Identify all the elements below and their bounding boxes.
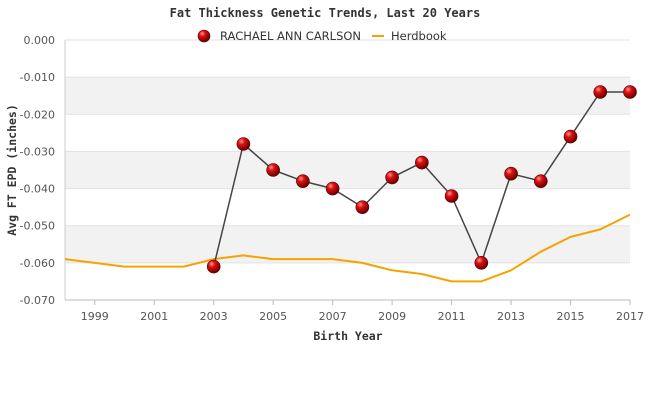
y-tick-label: -0.020 <box>20 108 55 121</box>
grid-bands <box>65 77 630 263</box>
legend-item-herdbook[interactable]: Herdbook <box>372 29 447 43</box>
data-point-2017[interactable] <box>623 85 637 99</box>
y-tick-label: -0.070 <box>20 294 55 307</box>
series-herdbook <box>64 213 631 283</box>
x-tick-label: 2003 <box>200 310 228 323</box>
data-point-2012[interactable] <box>474 256 489 270</box>
data-point-2003[interactable] <box>206 259 221 274</box>
x-tick-label: 2011 <box>438 310 466 323</box>
data-point-2011[interactable] <box>444 189 459 203</box>
series-rachael-ann-carlson <box>206 85 637 274</box>
grid-band <box>65 225 630 263</box>
x-tick-label: 2013 <box>497 310 525 323</box>
legend-item-animal[interactable]: RACHAEL ANN CARLSON <box>197 29 361 43</box>
data-point-2010[interactable] <box>415 155 429 170</box>
x-tick-label: 2005 <box>259 310 287 323</box>
grid-band <box>65 77 630 115</box>
data-point-2014[interactable] <box>533 174 548 188</box>
herdbook-line <box>64 213 631 283</box>
legend-label-herdbook: Herdbook <box>391 29 447 43</box>
chart-title: Fat Thickness Genetic Trends, Last 20 Ye… <box>170 6 481 20</box>
data-point-2008[interactable] <box>355 200 370 214</box>
data-point-2009[interactable] <box>385 170 399 185</box>
y-tick-label: -0.010 <box>20 71 55 84</box>
data-point-2005[interactable] <box>266 163 280 177</box>
legend-label-animal: RACHAEL ANN CARLSON <box>220 29 361 43</box>
legend-marker-animal <box>197 29 211 43</box>
data-point-2015[interactable] <box>563 129 578 144</box>
x-tick-label: 2007 <box>319 310 347 323</box>
y-tick-label: -0.050 <box>20 220 55 233</box>
data-point-2016[interactable] <box>593 85 608 99</box>
y-tick-label: -0.060 <box>20 257 55 270</box>
data-point-2004[interactable] <box>236 137 251 151</box>
x-tick-label: 2015 <box>557 310 585 323</box>
data-point-2007[interactable] <box>325 181 340 196</box>
x-tick-label: 1999 <box>81 310 109 323</box>
y-tick-label: -0.040 <box>20 183 55 196</box>
y-tick-labels: 0.000 -0.010 -0.020 -0.030 -0.040 -0.050 -0.06… <box>20 34 55 307</box>
x-tick-label: 2017 <box>616 310 644 323</box>
legend: RACHAEL ANN CARLSON Herdbook <box>197 29 447 43</box>
y-axis-title: Avg FT EPD (inches) <box>5 104 19 236</box>
x-tick-label: 2001 <box>140 310 168 323</box>
y-tick-label: 0.000 <box>24 34 56 47</box>
x-tick-labels: 1999 2001 2003 2005 2007 2009 2011 2013 2015 2017 <box>81 300 644 323</box>
y-tick-label: -0.030 <box>20 145 55 158</box>
x-axis-title: Birth Year <box>313 329 382 343</box>
x-tick-label: 2009 <box>378 310 406 323</box>
data-point-2013[interactable] <box>504 166 518 181</box>
data-point-2006[interactable] <box>296 174 310 188</box>
